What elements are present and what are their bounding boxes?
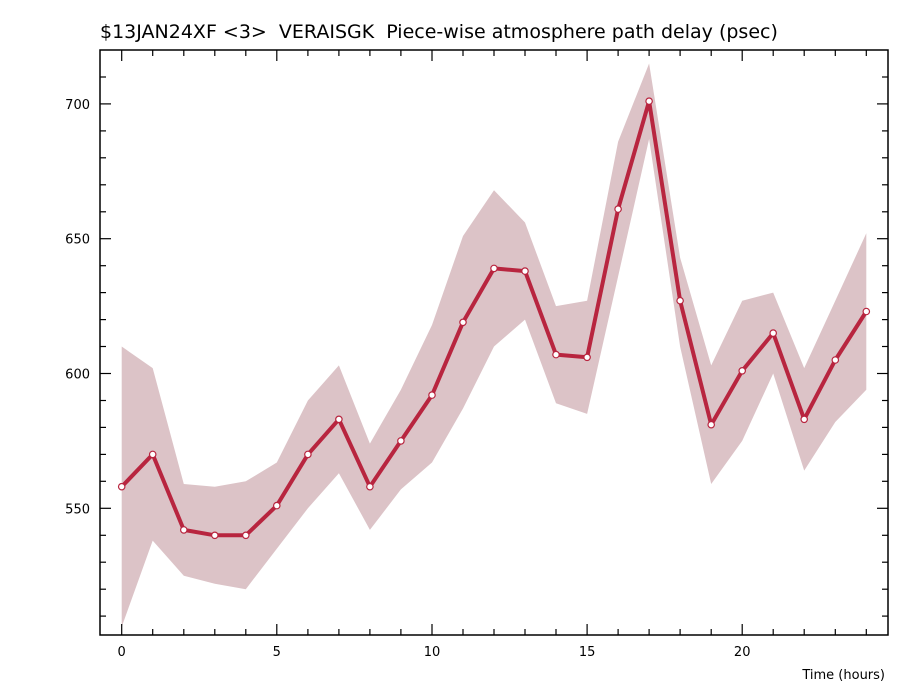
data-point (862, 307, 871, 316)
data-point (180, 526, 188, 534)
data-point (304, 450, 312, 459)
x-tick-label: 10 (424, 645, 441, 660)
data-point (211, 531, 219, 540)
y-tick-label: 550 (65, 502, 90, 517)
data-point (831, 356, 840, 364)
data-point (645, 97, 653, 106)
x-tick-label: 15 (579, 645, 596, 660)
x-tick-labels: 0 5 10 15 20 (118, 645, 751, 660)
x-tick-label: 5 (273, 645, 281, 660)
y-tick-label: 600 (65, 368, 90, 383)
y-tick-label: 700 (65, 98, 90, 113)
data-point (583, 353, 591, 362)
data-point (490, 264, 498, 273)
data-point (769, 329, 778, 337)
data-point (738, 366, 747, 375)
data-point (117, 482, 126, 491)
data-point (521, 267, 529, 275)
data-point (242, 531, 250, 540)
x-tick-label: 0 (118, 645, 126, 660)
data-point (459, 318, 467, 327)
chart-title: $13JAN24XF <3> VERAISGK Piece-wise atmos… (100, 21, 778, 43)
axis-ticks (100, 50, 888, 635)
data-point (366, 482, 374, 491)
data-point (272, 501, 281, 510)
y-tick-label: 650 (65, 233, 90, 248)
uncertainty-band (121, 63, 867, 627)
uncertainty-band-layer (121, 63, 867, 627)
data-point (148, 450, 157, 459)
data-point (614, 205, 622, 213)
data-point (335, 415, 343, 424)
y-tick-labels: 550 600 650 700 (65, 98, 90, 517)
data-point (428, 391, 436, 399)
data-point (676, 296, 684, 305)
x-axis-label: Time (hours) (801, 668, 885, 683)
data-point (800, 415, 809, 424)
data-point-layer (117, 97, 871, 540)
data-point (397, 437, 405, 445)
x-tick-label: 20 (734, 645, 751, 660)
data-point (707, 420, 716, 429)
data-point (552, 350, 560, 359)
